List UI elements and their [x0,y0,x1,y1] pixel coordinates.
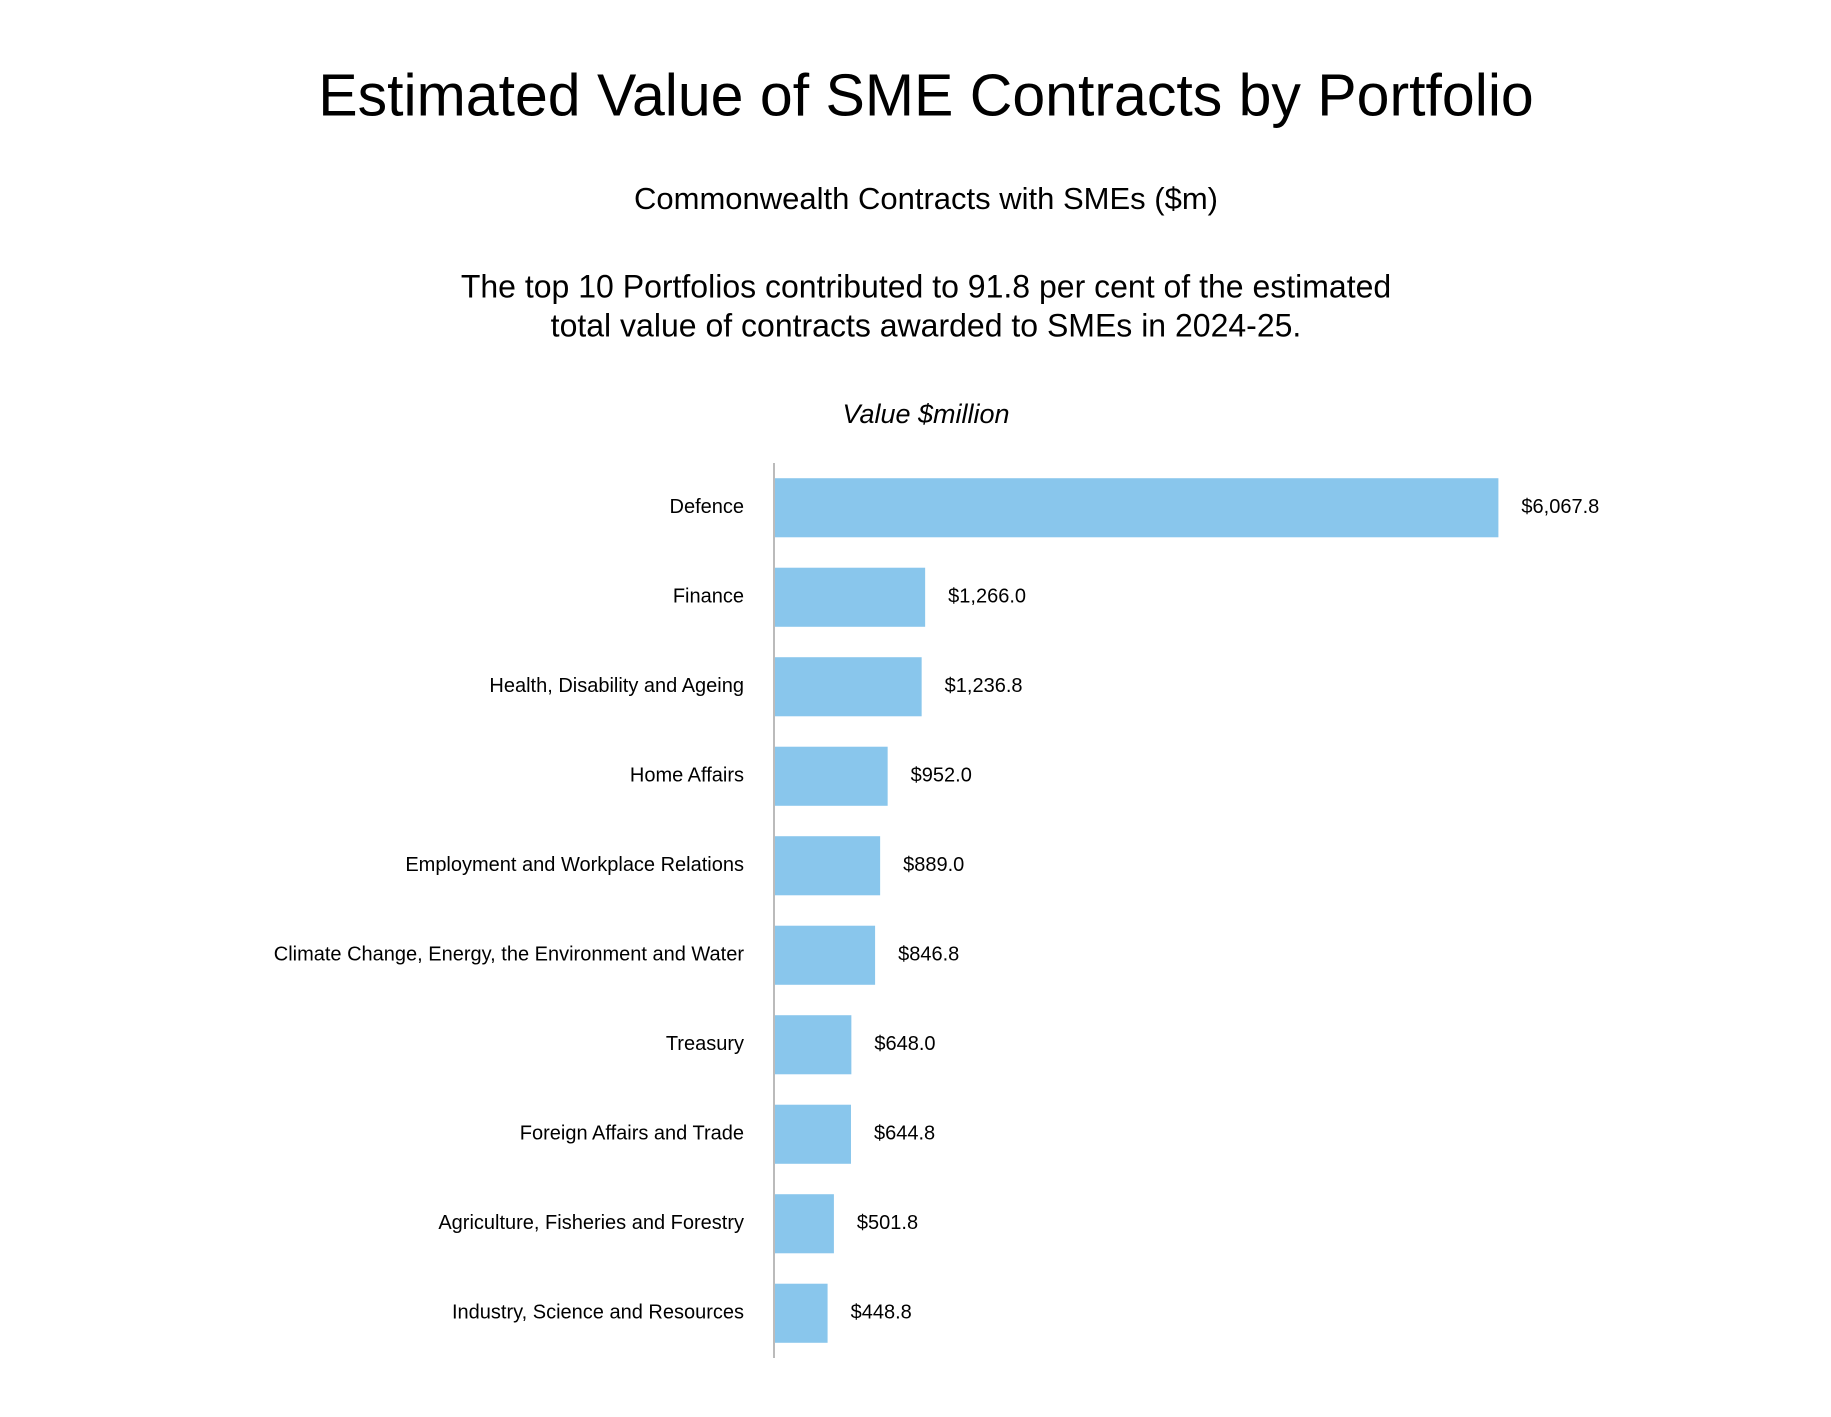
y-tick-label: Treasury [666,1033,744,1055]
data-label: $448.8 [851,1302,912,1324]
bar [774,1015,852,1075]
annotation: The top 10 Portfolios contributed to 91.… [461,268,1391,304]
bar [774,657,922,717]
annotation: total value of contracts awarded to SMEs… [551,307,1302,343]
bar [774,478,1499,538]
data-label: $6,067.8 [1521,496,1599,518]
y-tick-label: Home Affairs [630,765,744,787]
y-tick-label: Industry, Science and Resources [452,1302,744,1324]
data-label: $501.8 [857,1212,918,1234]
data-label: $644.8 [874,1123,935,1145]
y-tick-label: Health, Disability and Ageing [489,675,744,697]
y-tick-label: Defence [670,496,745,518]
axis-label: Value $million [842,399,1009,429]
y-tick-label: Foreign Affairs and Trade [520,1123,744,1145]
y-tick-label: Finance [673,586,744,608]
data-label: $1,266.0 [948,586,1026,608]
chart-title: Estimated Value of SME Contracts by Port… [318,63,1534,129]
chart-subtitle: Commonwealth Contracts with SMEs ($m) [634,181,1218,216]
y-tick-label: Climate Change, Energy, the Environment … [274,944,745,966]
data-label: $1,236.8 [945,675,1023,697]
bar [774,1283,828,1343]
data-label: $846.8 [898,944,959,966]
bar [774,836,881,896]
data-label: $648.0 [874,1033,935,1055]
y-tick-label: Employment and Workplace Relations [405,854,744,876]
bar [774,746,888,806]
bar [774,567,926,627]
bar [774,925,876,985]
bar [774,1194,834,1254]
data-label: $952.0 [911,765,972,787]
y-tick-label: Agriculture, Fisheries and Forestry [438,1212,744,1234]
bar [774,1104,851,1164]
data-label: $889.0 [903,854,964,876]
